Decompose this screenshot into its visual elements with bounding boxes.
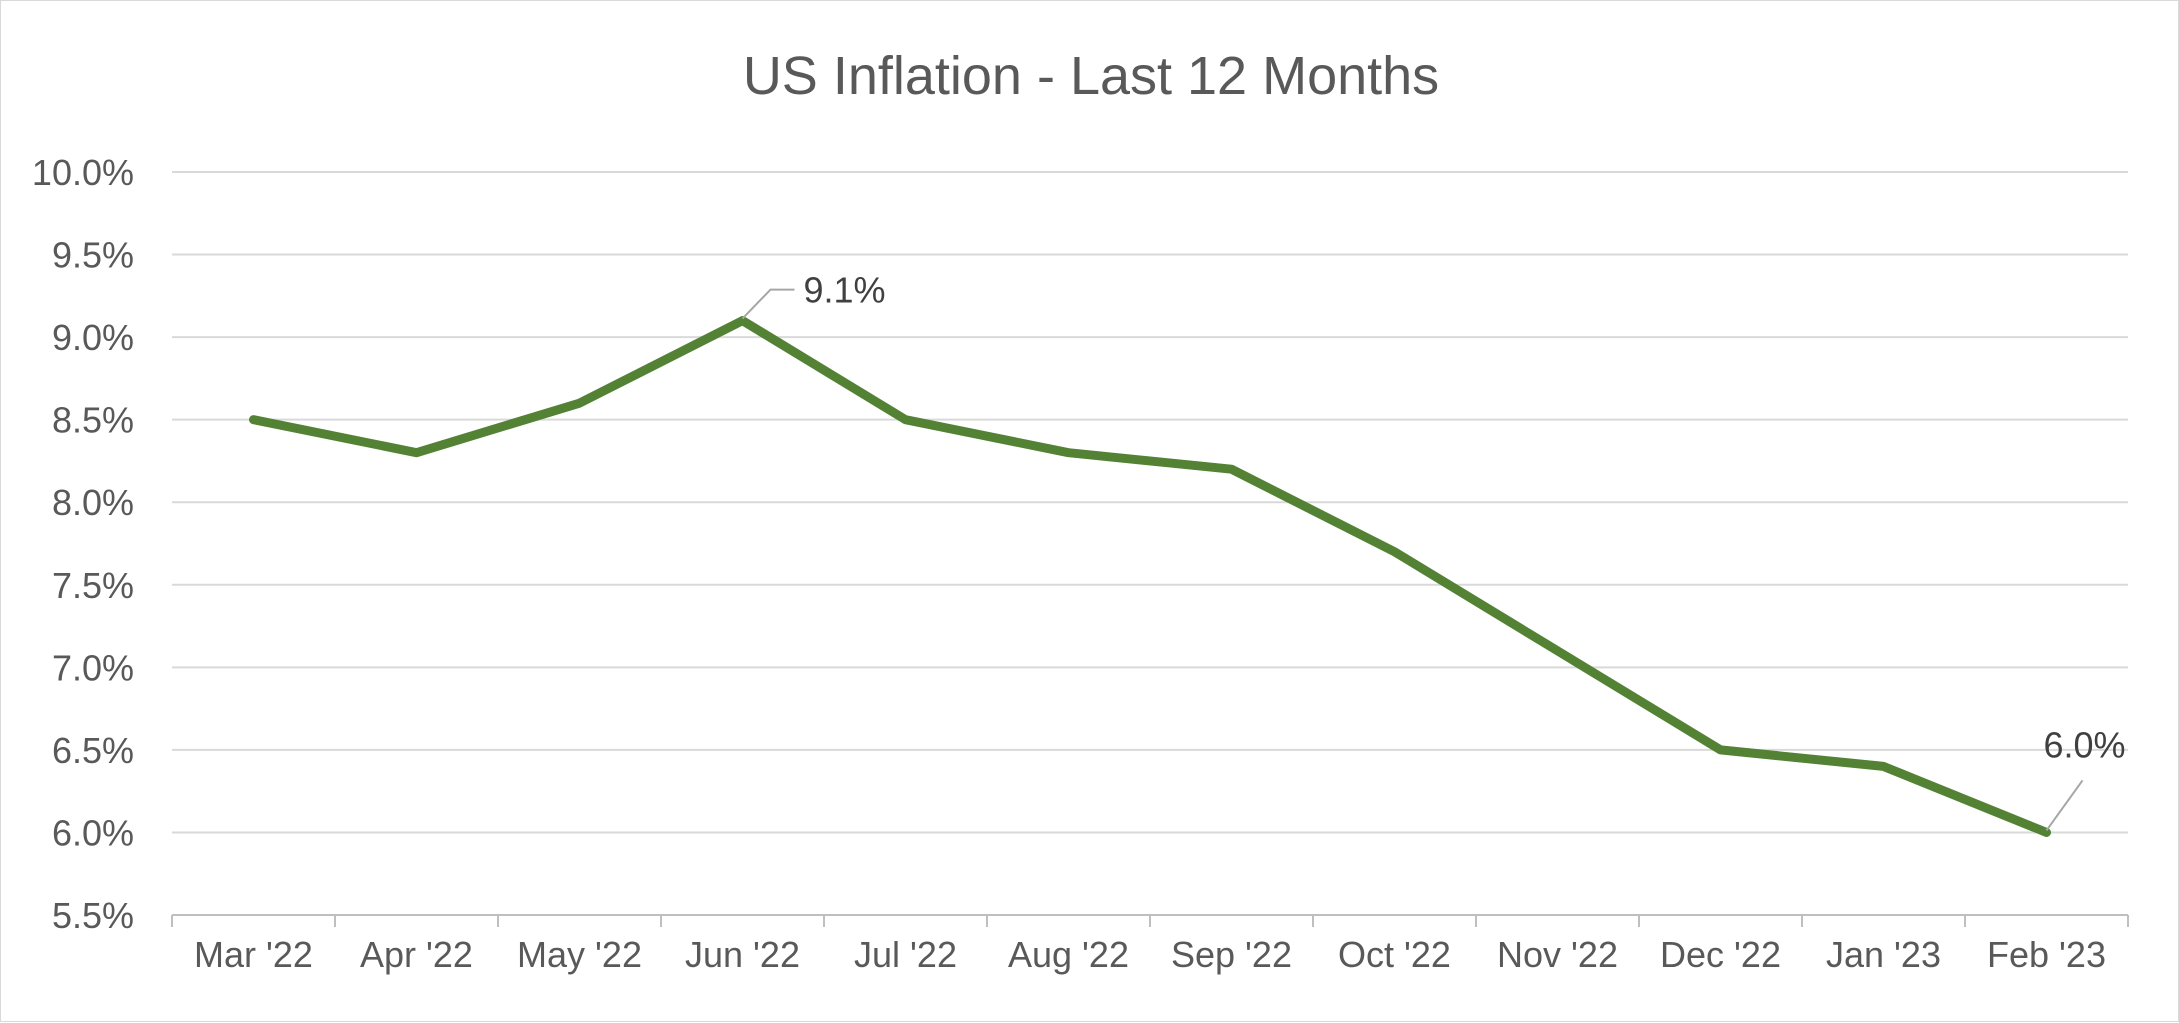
y-tick-label: 8.5% <box>52 400 134 441</box>
x-tick-label: Jun '22 <box>685 934 800 975</box>
y-tick-label: 7.0% <box>52 647 134 688</box>
y-tick-label: 5.5% <box>52 895 134 936</box>
chart-title: US Inflation - Last 12 Months <box>743 46 1439 106</box>
series-group <box>249 316 2051 837</box>
x-tick-label: Jul '22 <box>854 934 957 975</box>
data-point <box>1065 449 1072 456</box>
x-tick-label: Oct '22 <box>1338 934 1451 975</box>
y-tick-label: 10.0% <box>32 152 134 193</box>
y-tick-label: 9.5% <box>52 235 134 276</box>
x-tick-label: May '22 <box>517 934 642 975</box>
data-point <box>250 416 257 423</box>
data-label: 6.0% <box>2043 724 2125 765</box>
gridlines <box>172 171 2128 834</box>
x-tick-label: Jan '23 <box>1826 934 1941 975</box>
data-labels: 9.1% 6.0% <box>741 270 2126 832</box>
data-point <box>739 317 746 324</box>
data-point <box>1880 763 1887 770</box>
data-point <box>1228 466 1235 473</box>
data-point <box>1391 548 1398 555</box>
data-point <box>1717 746 1724 753</box>
data-point <box>2043 829 2050 836</box>
y-axis: 5.5% 6.0% 6.5% 7.0% 7.5% 8.0% 8.5% 9.0% 9.5% 10.0… <box>32 152 134 936</box>
y-tick-label: 7.5% <box>52 565 134 606</box>
data-point <box>1554 647 1561 654</box>
data-label: 9.1% <box>804 270 886 311</box>
y-tick-label: 6.5% <box>52 730 134 771</box>
x-tick-label: Feb '23 <box>1987 934 2106 975</box>
series-line <box>249 316 2051 837</box>
data-label-leader <box>2045 779 2084 832</box>
x-tick-label: Dec '22 <box>1660 934 1781 975</box>
x-tick-label: Sep '22 <box>1171 934 1292 975</box>
data-point <box>413 449 420 456</box>
y-tick-label: 8.0% <box>52 482 134 523</box>
data-point <box>902 416 909 423</box>
x-tick-label: Mar '22 <box>194 934 313 975</box>
data-label-leader <box>741 288 795 320</box>
x-axis: Mar '22 Apr '22 May '22 Jun '22 Jul '22 Aug '… <box>171 914 2129 975</box>
x-tick-label: Nov '22 <box>1497 934 1618 975</box>
x-tick-label: Apr '22 <box>360 934 473 975</box>
data-point <box>576 400 583 407</box>
y-tick-label: 9.0% <box>52 317 134 358</box>
y-tick-label: 6.0% <box>52 812 134 853</box>
x-tick-label: Aug '22 <box>1008 934 1129 975</box>
